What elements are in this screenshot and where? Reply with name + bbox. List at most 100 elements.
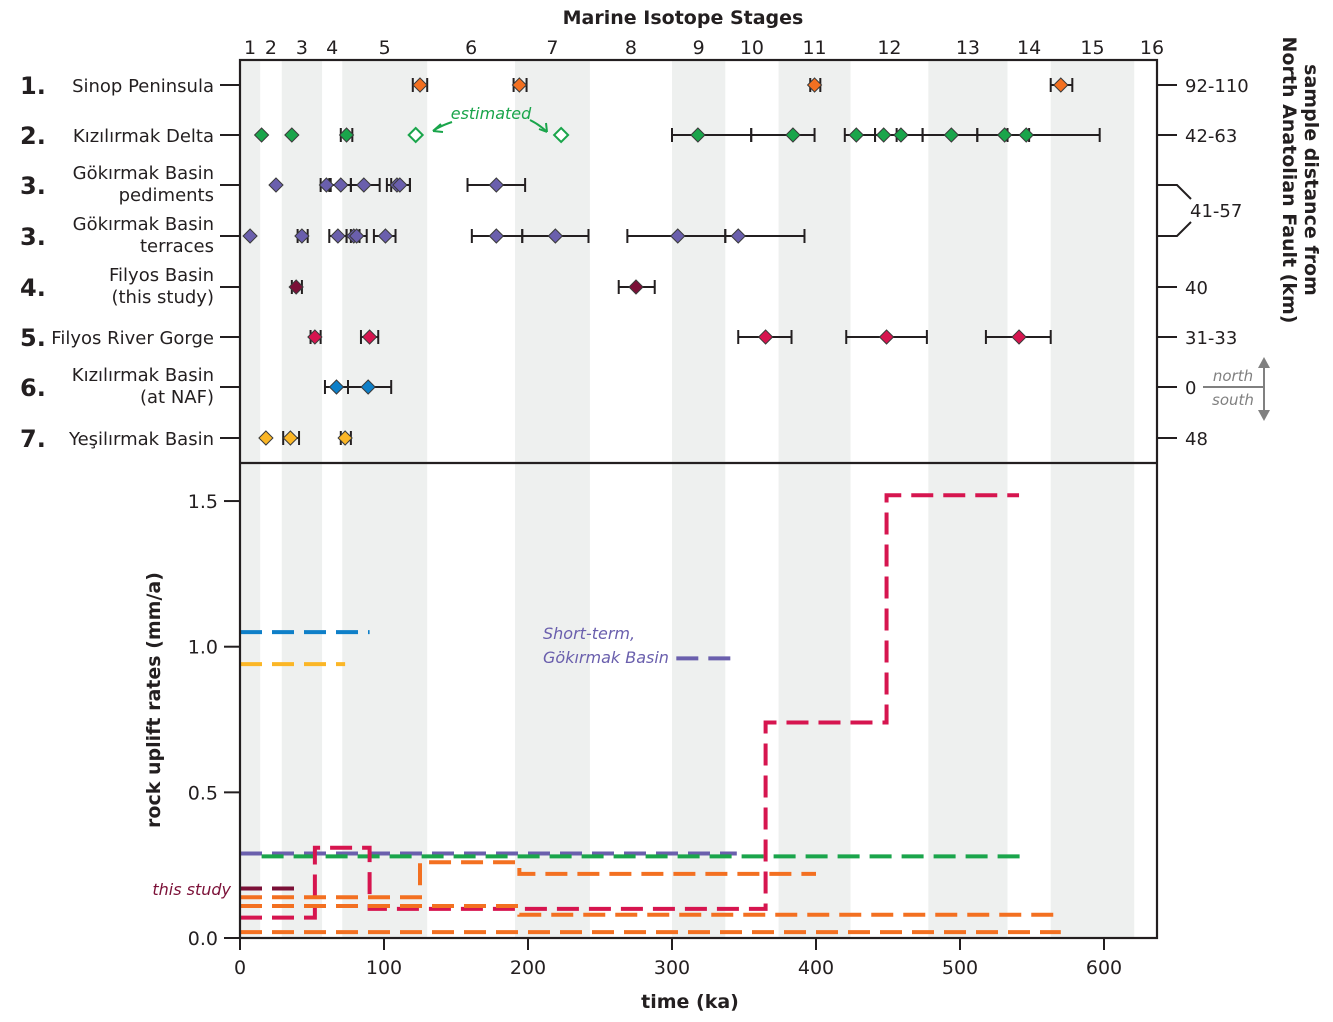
data-point (670, 228, 686, 244)
data-row-6: 5. Filyos River Gorge (20, 324, 1052, 352)
data-point (488, 177, 505, 193)
x-tick-label: 0 (234, 957, 246, 979)
arrow-right-icon (538, 122, 548, 133)
row-name: Kızılırmak Basin (72, 365, 214, 386)
row-number: 7. (20, 425, 46, 453)
data-point (330, 228, 346, 244)
data-point (785, 127, 801, 143)
mis-label: 10 (740, 37, 764, 59)
data-point (253, 127, 270, 143)
this-study-label: this study (152, 880, 231, 899)
mis-label: 9 (693, 37, 705, 59)
mis-label: 7 (546, 37, 558, 59)
data-point (1011, 329, 1027, 345)
data-point (337, 430, 353, 446)
mis-label: 4 (326, 37, 338, 59)
distance-bracket (1157, 184, 1192, 200)
distance-label: 42-63 (1185, 126, 1237, 147)
mis-band-7 (515, 60, 590, 463)
data-point (307, 329, 323, 345)
data-point (348, 228, 365, 244)
y-tick-label: 1.5 (188, 491, 218, 513)
data-point (268, 177, 284, 193)
data-row-8: 7. Yeşilırmak Basin (20, 425, 353, 453)
mis-label: 16 (1140, 37, 1164, 59)
right-axis-label-line1: sample distance from (1300, 64, 1322, 296)
mis-band-11 (778, 60, 851, 463)
y-axis: 0.0 0.5 1.0 1.5 (188, 491, 240, 950)
mis-band-5 (342, 463, 428, 938)
data-point (1018, 127, 1034, 143)
data-point (730, 228, 746, 244)
data-point (333, 177, 349, 193)
y-axis-label: rock uplift rates (mm/a) (143, 572, 165, 828)
data-point (318, 177, 335, 193)
short-term-label-line2: Gökırmak Basin (543, 648, 669, 667)
mis-band-11 (778, 463, 851, 938)
data-point (511, 77, 528, 93)
data-point (258, 430, 274, 446)
x-tick-label: 300 (654, 957, 690, 979)
row-number: 3. (20, 223, 46, 251)
y-tick-label: 0.0 (188, 928, 218, 950)
data-point (893, 127, 909, 143)
short-term-label-line1: Short-term, (543, 624, 635, 643)
data-row-2: 2. Kızılırmak Delta (20, 122, 1101, 150)
data-point (943, 127, 960, 143)
row-name: Filyos River Gorge (51, 328, 214, 349)
data-point (282, 430, 299, 446)
mis-band-5 (342, 60, 428, 463)
mis-label: 1 (244, 37, 256, 59)
mis-band-3 (281, 463, 323, 938)
row-name: Yeşilırmak Basin (68, 429, 214, 450)
row-number: 4. (20, 274, 46, 302)
x-axis-label: time (ka) (641, 991, 739, 1013)
data-point (294, 228, 310, 244)
mis-band-15 (1050, 463, 1135, 938)
row-name: (at NAF) (140, 387, 214, 408)
row-name: (this study) (111, 287, 214, 308)
mis-band-3 (281, 60, 323, 463)
data-point (356, 177, 372, 193)
north-label: north (1213, 367, 1253, 385)
mis-band-13 (928, 463, 1008, 938)
data-point (377, 228, 394, 244)
x-tick-label: 200 (510, 957, 546, 979)
y-tick-label: 1.0 (188, 637, 218, 659)
distance-label: 0 (1185, 378, 1196, 399)
estimated-label: estimated (451, 104, 532, 123)
mis-stage-labels: 1 2 3 4 5 6 7 8 9 10 11 12 13 14 15 16 (244, 37, 1164, 59)
arrow-up-icon (1258, 357, 1270, 368)
mis-label: 15 (1080, 37, 1104, 59)
estimated-point (407, 126, 425, 144)
right-distance-axis: 92-110 42-63 40 31-33 0 48 41-57 (1157, 76, 1249, 450)
arrow-left-icon (432, 123, 444, 133)
row-name: pediments (119, 185, 214, 206)
data-row-7: 6. Kızılırmak Basin(at NAF) (20, 365, 393, 408)
data-point (284, 127, 300, 143)
uplift-series-sinop-peninsula-b (240, 903, 1061, 917)
mis-label: 2 (265, 37, 277, 59)
y-tick-label: 0.5 (188, 782, 218, 804)
row-name: Gökırmak Basin (73, 163, 214, 184)
row-number: 5. (20, 324, 46, 352)
mis-label: 13 (956, 37, 980, 59)
mis-label: 3 (296, 37, 308, 59)
distance-label: 92-110 (1185, 76, 1249, 97)
x-axis: 0 100 200 300 400 500 600 (234, 938, 1122, 979)
row-number: 2. (20, 122, 46, 150)
data-point (488, 228, 505, 244)
data-point (360, 379, 376, 395)
row-number: 3. (20, 172, 46, 200)
mis-band-9 (672, 60, 726, 463)
data-point (412, 77, 428, 93)
mis-bands-bottom (240, 463, 1135, 938)
distance-label: 41-57 (1190, 201, 1242, 222)
mis-label: 6 (465, 37, 477, 59)
data-point (361, 329, 378, 345)
data-point (392, 177, 408, 193)
distance-label: 40 (1185, 278, 1208, 299)
x-tick-label: 500 (942, 957, 978, 979)
